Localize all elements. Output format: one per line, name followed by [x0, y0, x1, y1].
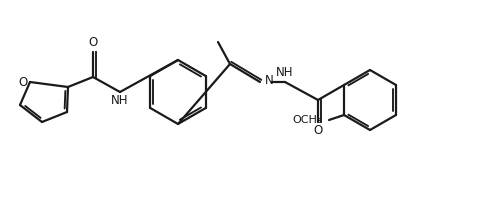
- Text: N: N: [265, 74, 274, 88]
- Text: O: O: [19, 75, 28, 88]
- Text: NH: NH: [111, 95, 129, 108]
- Text: OCH₃: OCH₃: [292, 115, 322, 125]
- Text: NH: NH: [276, 66, 294, 79]
- Text: O: O: [313, 123, 323, 136]
- Text: O: O: [88, 36, 98, 49]
